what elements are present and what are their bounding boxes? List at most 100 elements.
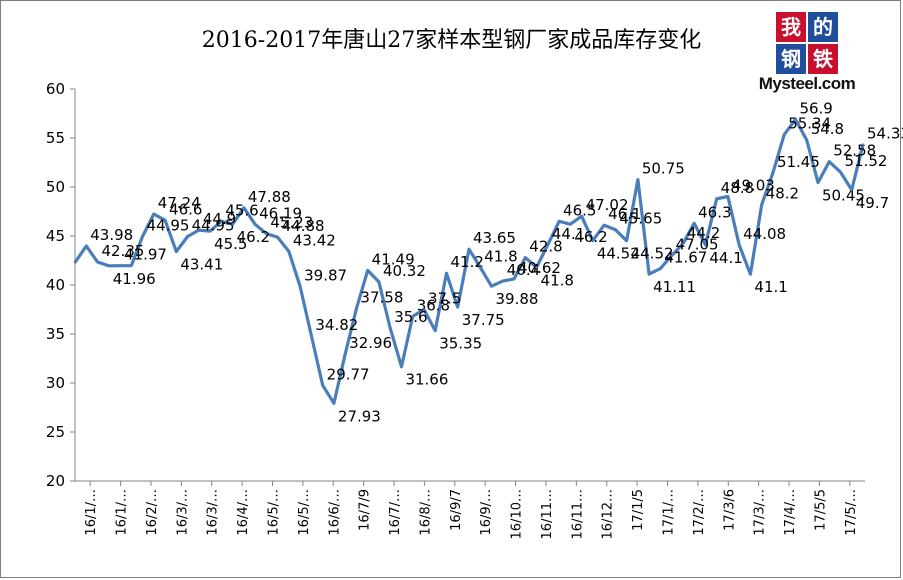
data-point <box>704 243 707 247</box>
data-label: 46.5 <box>563 201 596 219</box>
data-point <box>422 308 426 311</box>
data-label: 37.58 <box>360 289 403 307</box>
data-label: 44.52 <box>631 245 674 263</box>
x-tick-label: 16/10… <box>510 489 525 539</box>
data-label: 41.96 <box>113 270 156 288</box>
x-tick-label: 16/1/… <box>84 489 99 536</box>
x-tick-label: 16/7/… <box>388 489 403 536</box>
data-label: 37.75 <box>462 311 505 329</box>
x-tick-label: 16/2/… <box>145 489 160 536</box>
data-label: 54.8 <box>811 120 844 138</box>
data-point <box>434 329 437 332</box>
data-point <box>625 239 628 242</box>
data-point <box>197 228 201 232</box>
data-label: 40.62 <box>518 259 561 277</box>
x-tick-label: 17/1/5 <box>631 489 646 531</box>
y-tick-label: 45 <box>46 227 65 245</box>
data-point <box>715 197 718 200</box>
data-point <box>647 272 651 276</box>
data-point <box>636 178 640 181</box>
data-point <box>524 256 527 259</box>
data-label: 42.8 <box>529 238 562 256</box>
data-point <box>861 143 865 146</box>
data-point <box>208 229 212 233</box>
x-tick-label: 16/11… <box>570 489 585 539</box>
data-point <box>152 212 155 216</box>
data-label: 44.95 <box>192 216 235 234</box>
data-label: 51.52 <box>844 152 887 170</box>
x-tick-label: 17/1/… <box>662 489 677 536</box>
data-label: 54.33 <box>867 125 903 143</box>
data-label: 46.19 <box>259 204 302 222</box>
x-tick-label: 16/1/… <box>115 489 130 536</box>
data-point <box>546 243 549 247</box>
data-label: 44.2 <box>687 224 720 242</box>
data-point <box>580 215 583 218</box>
data-point <box>163 219 167 222</box>
data-point <box>726 195 730 198</box>
data-label: 45.65 <box>619 210 662 228</box>
data-label: 46.3 <box>698 203 731 221</box>
y-tick-label: 50 <box>46 178 65 196</box>
data-label: 49.03 <box>732 177 775 195</box>
data-label: 35.6 <box>394 308 427 326</box>
x-tick-label: 16/3/… <box>206 489 221 536</box>
data-label: 46.2 <box>574 228 607 246</box>
data-point <box>467 248 471 251</box>
data-label: 50.45 <box>822 187 865 205</box>
x-tick-label: 17/5/5 <box>813 489 828 531</box>
data-label: 43.98 <box>90 226 133 244</box>
data-point <box>310 334 313 337</box>
data-point <box>287 250 291 253</box>
y-tick-label: 30 <box>46 374 65 392</box>
data-label: 41.8 <box>484 247 517 265</box>
data-point <box>816 181 820 184</box>
data-point <box>276 235 279 239</box>
data-point <box>400 365 403 368</box>
data-point <box>389 326 392 330</box>
data-point <box>828 160 831 163</box>
data-point <box>760 203 763 206</box>
data-label: 44.95 <box>147 216 190 234</box>
data-label: 45.5 <box>214 235 247 253</box>
data-point <box>265 232 268 235</box>
data-point <box>220 220 223 223</box>
data-point <box>681 242 685 246</box>
data-point <box>783 133 786 136</box>
x-tick-label: 16/7/9 <box>358 489 373 531</box>
data-point <box>479 266 482 269</box>
data-point <box>557 220 561 223</box>
chart-title: 2016-2017年唐山27家样本型钢厂家成品库存变化 <box>201 28 702 53</box>
data-label: 35.35 <box>439 335 482 353</box>
logo-wordmark: Mysteel.com <box>758 74 856 93</box>
data-label: 51.45 <box>777 153 820 171</box>
x-tick-label: 16/9/… <box>479 489 494 536</box>
data-point <box>850 188 853 192</box>
data-label: 43.65 <box>473 229 516 247</box>
data-label: 31.66 <box>405 371 448 389</box>
logo-char-3: 钢 <box>776 44 806 74</box>
data-label: 45.6 <box>225 201 258 219</box>
data-label: 29.77 <box>327 365 370 383</box>
data-label: 32.96 <box>349 334 392 352</box>
data-label: 41.8 <box>541 271 574 289</box>
data-label: 43.42 <box>293 231 336 249</box>
y-tick-label: 25 <box>46 423 65 441</box>
x-tick-label: 17/3/6 <box>722 489 737 531</box>
data-label: 47.24 <box>158 194 201 212</box>
data-label: 44.9 <box>203 210 236 228</box>
data-point <box>749 273 752 276</box>
data-point <box>591 239 595 242</box>
data-point <box>107 264 110 267</box>
x-tick-label: 16/5/… <box>267 489 282 536</box>
x-tick-label: 17/2/… <box>692 489 707 536</box>
x-tick-label: 16/5/… <box>297 489 312 536</box>
y-tick-label: 40 <box>46 276 65 294</box>
data-label: 43.41 <box>180 256 223 274</box>
data-label: 47.88 <box>248 188 291 206</box>
data-point <box>692 222 696 225</box>
data-point <box>805 138 808 142</box>
data-label: 44.08 <box>743 225 786 243</box>
y-tick-label: 20 <box>46 472 65 490</box>
